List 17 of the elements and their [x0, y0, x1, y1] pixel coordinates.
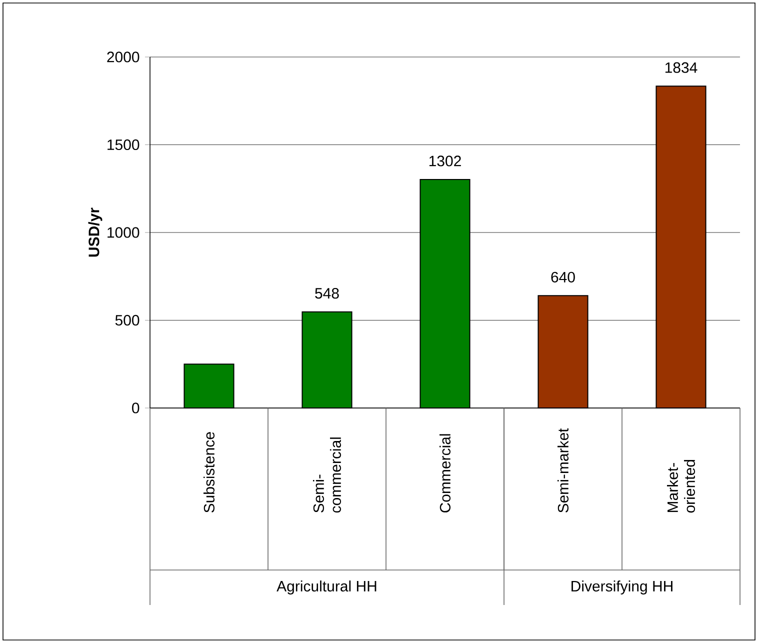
x-tick-label: Market-oriented [667, 460, 696, 513]
data-label: 640 [551, 272, 575, 282]
y-tick-label: 0 [132, 402, 140, 414]
x-tick-label: Semi-market [558, 428, 569, 513]
y-tick-label: 500 [115, 314, 140, 326]
text: Agricultural HH [276, 580, 376, 594]
y-axis-title: USD/yr [88, 208, 102, 257]
y-tick-label: 1000 [108, 227, 140, 238]
data-label: 548 [315, 288, 339, 299]
data-label: 1834 [665, 62, 698, 73]
x-tick-label: Semi-commercial [312, 438, 342, 513]
y-tick-label: 2000 [107, 52, 140, 62]
y-tick-label: 1500 [108, 139, 140, 150]
text: Diversifying HH [572, 580, 672, 594]
x-tick-label: Subsistence [203, 432, 215, 513]
data-label: 1302 [429, 156, 461, 166]
x-tick-label: Commercial [440, 434, 451, 512]
